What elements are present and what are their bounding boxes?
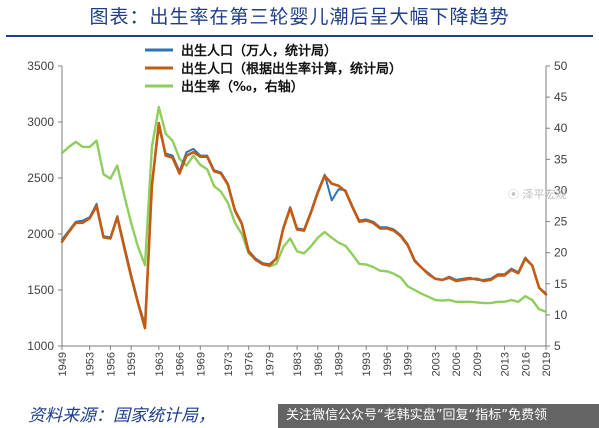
promo-banner[interactable]: 关注微信公众号“老韩实盘”回复“指标”免费领	[278, 404, 599, 428]
series-line-3	[60, 105, 548, 313]
y-right-tick-label: 15	[554, 277, 568, 291]
x-tick-label: 1996	[382, 352, 394, 376]
y-right-tick-label: 5	[554, 339, 561, 353]
x-tick-label: 1949	[57, 352, 69, 376]
y-right-tick-label: 10	[554, 308, 568, 322]
x-tick-label: 1966	[175, 352, 187, 376]
x-tick-label: 1999	[403, 352, 415, 376]
x-tick-label: 1959	[126, 352, 138, 376]
x-tick-label: 1983	[292, 352, 304, 376]
x-tick-label: 2006	[451, 352, 463, 376]
y-left-tick-label: 3500	[27, 59, 54, 73]
y-left-tick-label: 2500	[27, 171, 54, 185]
chart-legend: 出生人口（万人，统计局） 出生人口（根据出生率计算，统计局） 出生率（‰，右轴）	[145, 43, 402, 95]
figure-title: 图表：出生率在第三轮婴儿潮后呈大幅下降趋势	[89, 6, 510, 28]
source-note: 资料来源：国家统计局，	[28, 406, 215, 426]
chart-axes: 1000 1500 2000 2500 3000 3500 5 10 15 20 25 30 35 40 4…	[27, 59, 567, 376]
x-tick-label: 2019	[541, 352, 553, 376]
y-left-tick-label: 1000	[27, 339, 54, 353]
y-right-tick-label: 35	[554, 152, 568, 166]
chart-lines	[60, 105, 548, 330]
x-tick-label: 1979	[264, 352, 276, 376]
x-tick-label: 1986	[313, 352, 325, 376]
x-tick-label: 1976	[244, 352, 256, 376]
x-tick-label: 1993	[361, 352, 373, 376]
y-right-tick-label: 20	[554, 246, 568, 260]
watermark: ⦿ 泽平宏观	[508, 188, 567, 201]
y-right-tick-label: 40	[554, 121, 568, 135]
y-right-tick-label: 25	[554, 215, 568, 229]
y-left-tick-label: 1500	[27, 283, 54, 297]
x-tick-label: 1989	[334, 352, 346, 376]
legend-label-2: 出生人口（根据出生率计算，统计局）	[181, 61, 402, 77]
x-tick-label: 1969	[195, 352, 207, 376]
y-right-tick-label: 30	[554, 183, 568, 197]
y-left-tick-label: 2000	[27, 227, 54, 241]
x-tick-label: 1953	[85, 352, 97, 376]
y-right-tick-label: 50	[554, 59, 568, 73]
x-tick-label: 2016	[520, 352, 532, 376]
y-left-tick-label: 3000	[27, 115, 54, 129]
x-tick-label: 2013	[500, 352, 512, 376]
birth-chart: 1000 1500 2000 2500 3000 3500 5 10 15 20 25 30 35 40 4…	[27, 43, 567, 376]
x-tick-label: 1963	[154, 352, 166, 376]
x-tick-label: 2009	[472, 352, 484, 376]
y-right-tick-label: 45	[554, 90, 568, 104]
title-underline	[6, 35, 593, 37]
x-tick-label: 1956	[105, 352, 117, 376]
series-line-2	[60, 121, 548, 330]
x-tick-label: 1973	[223, 352, 235, 376]
x-tick-label: 2003	[430, 352, 442, 376]
legend-label-3: 出生率（‰，右轴）	[181, 79, 304, 95]
legend-label-1: 出生人口（万人，统计局）	[181, 43, 337, 59]
